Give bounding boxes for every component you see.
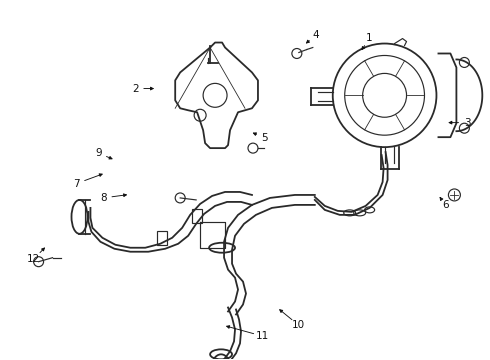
- Text: 6: 6: [442, 200, 449, 210]
- Text: 11: 11: [255, 331, 269, 341]
- Text: 5: 5: [261, 133, 268, 143]
- Bar: [157, 231, 167, 245]
- Text: 2: 2: [132, 84, 138, 94]
- Text: 4: 4: [313, 30, 319, 40]
- Text: 12: 12: [27, 254, 41, 264]
- Text: 3: 3: [464, 118, 470, 128]
- Text: 10: 10: [292, 320, 305, 330]
- Text: 8: 8: [100, 193, 107, 203]
- Text: 7: 7: [73, 179, 80, 189]
- Text: 1: 1: [367, 33, 373, 43]
- Text: 9: 9: [95, 148, 102, 158]
- Bar: [192, 209, 202, 223]
